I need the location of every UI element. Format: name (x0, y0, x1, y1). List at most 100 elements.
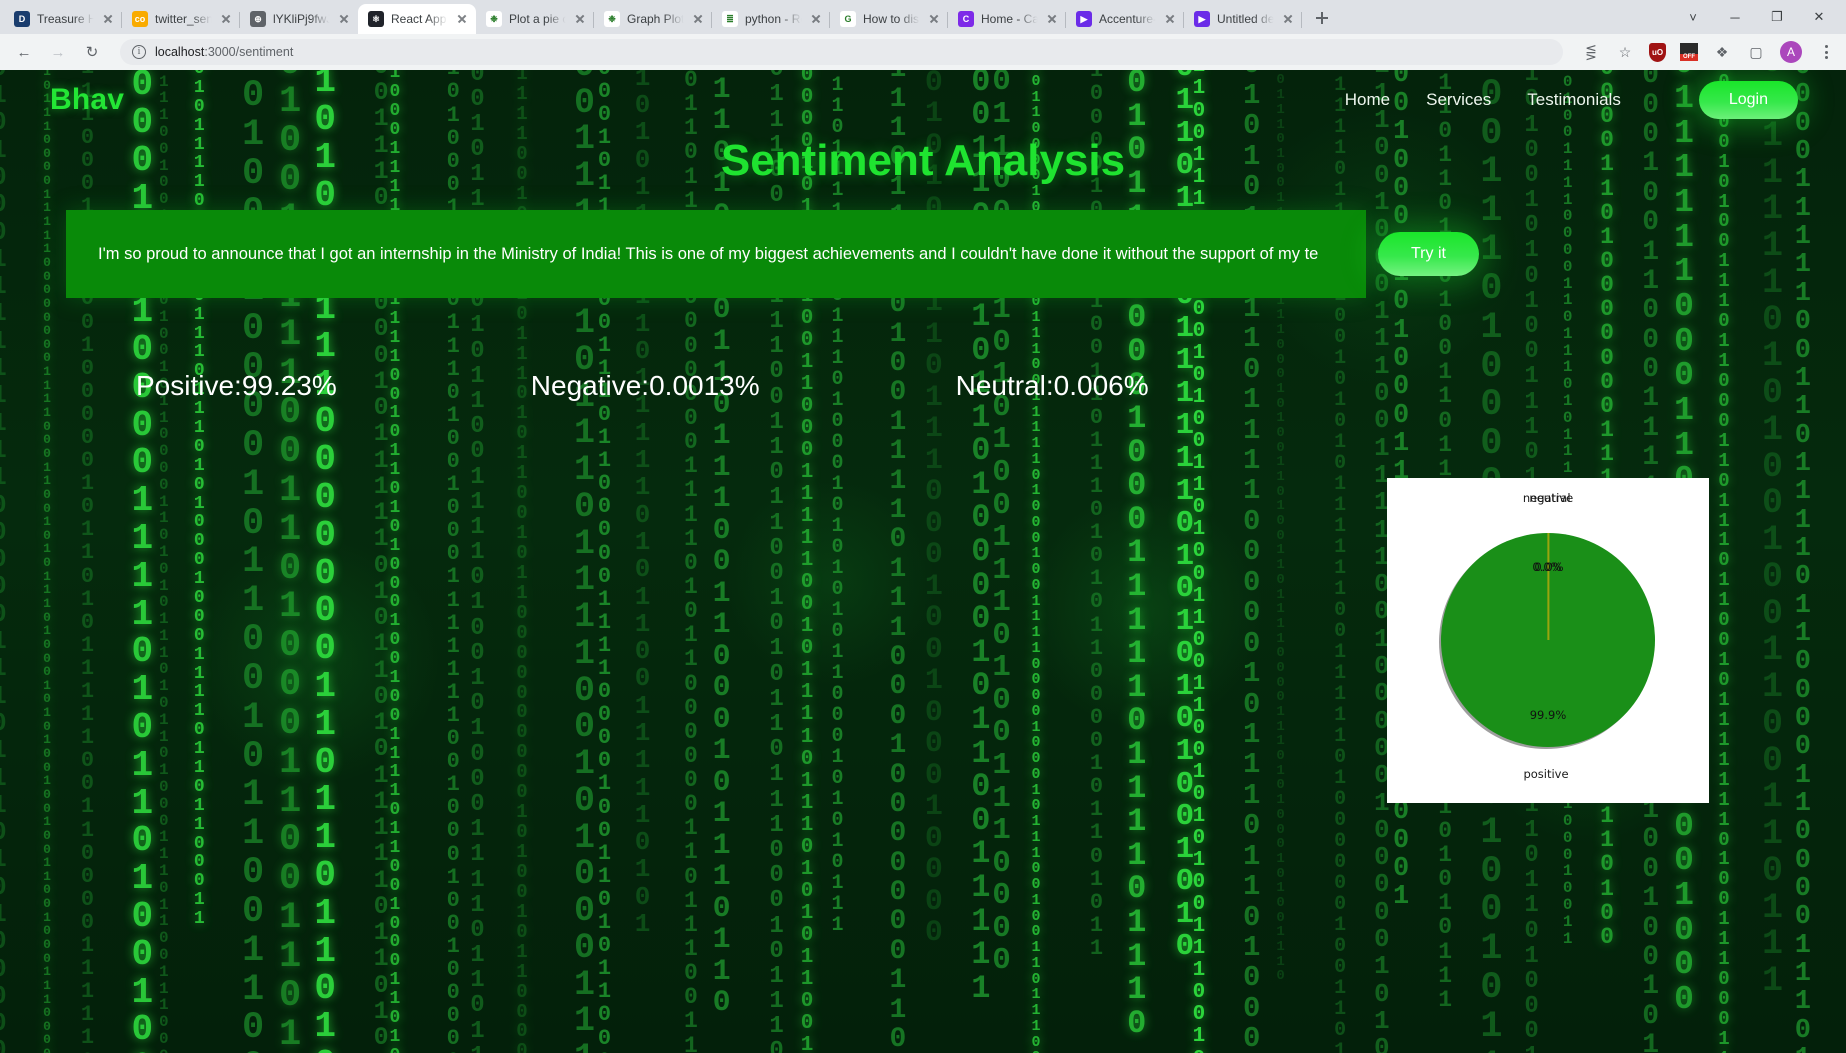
try-it-button[interactable]: Try it (1378, 232, 1479, 276)
matrix-column: 1 0 0 1 0 1 1 0 1 1 1 1 1 0 1 0 0 0 0 1 … (1089, 70, 1104, 961)
browser-tab[interactable]: ❉ Plot a pie ch (476, 4, 594, 34)
tab-close-icon[interactable] (690, 11, 706, 27)
matrix-column: 0 1 0 1 1 1 0 0 0 1 0 1 1 0 0 0 0 0 1 1 … (597, 70, 612, 1053)
matrix-column: 0 1 1 0 0 0 1 0 0 1 1 1 1 0 0 1 0 1 1 1 … (516, 70, 528, 1053)
tab-search-chevron-icon[interactable]: ˅ (1689, 9, 1697, 25)
url-text: localhost:3000/sentiment (155, 45, 293, 59)
browser-tab[interactable]: ▶ Accenture-V (1066, 4, 1184, 34)
maximize-restore-button[interactable]: ❐ (1771, 9, 1783, 24)
matrix-column: 1 1 0 0 0 0 1 0 1 1 0 0 1 0 0 1 1 0 0 0 … (800, 70, 814, 1053)
browser-tab[interactable]: ⊕ lYKliPj9fwJ( (240, 4, 358, 34)
video-icon: ▶ (1076, 11, 1092, 27)
browser-toolbar: ← → ↻ i localhost:3000/sentiment ⋚ ☆ uO … (0, 34, 1846, 70)
new-tab-button[interactable] (1308, 4, 1336, 32)
forward-icon[interactable]: → (50, 43, 66, 61)
sentiment-results: Positive:99.23% Negative:0.0013% Neutral… (0, 370, 1846, 402)
tab-close-icon[interactable] (808, 11, 824, 27)
pie-label-neutral: neutral (1529, 491, 1570, 505)
tab-title: Treasure Ha (37, 12, 96, 26)
matrix-column: 1 0 0 1 0 0 0 1 1 1 1 0 1 0 1 0 1 0 1 1 … (924, 70, 943, 950)
tab-close-icon[interactable] (926, 11, 942, 27)
browser-tab[interactable]: ▶ Untitled des (1184, 4, 1302, 34)
matplotlib-icon: ❉ (486, 11, 502, 27)
stackoverflow-icon: ≣ (722, 11, 738, 27)
extension-off-icon[interactable]: OFF (1680, 43, 1698, 61)
tab-title: python - Rea (745, 12, 804, 26)
tab-close-icon[interactable] (572, 11, 588, 27)
page-title: Sentiment Analysis (720, 136, 1126, 185)
matrix-column: 0 0 0 1 0 1 1 0 0 1 0 0 1 1 1 0 1 0 0 1 … (193, 70, 205, 930)
browser-tab[interactable]: D Treasure Ha (4, 4, 122, 34)
tab-title: Graph Plotti (627, 12, 686, 26)
canva-icon: C (958, 11, 974, 27)
brand-logo[interactable]: Bhav (50, 83, 125, 116)
tab-title: twitter_sent (155, 12, 214, 26)
pie-pct-neutral: 0.0% (1534, 560, 1563, 574)
tab-title: lYKliPj9fwJ( (273, 12, 332, 26)
minimize-button[interactable]: ─ (1730, 9, 1740, 25)
share-icon[interactable]: ⋚ (1585, 43, 1597, 60)
pie-label-negative: negative (1523, 491, 1573, 505)
nav-link-services[interactable]: Services (1426, 90, 1492, 109)
tab-close-icon[interactable] (218, 11, 234, 27)
result-negative: Negative:0.0013% (530, 370, 760, 401)
pie-label-positive: positive (1523, 767, 1568, 781)
tab-close-icon[interactable] (1162, 11, 1178, 27)
url-host: localhost (155, 45, 205, 59)
analysis-input-row: Try it (0, 210, 1846, 298)
nav-links: Home Services Testimonials Login (1345, 81, 1798, 119)
tab-title: Plot a pie ch (509, 12, 568, 26)
browser-tab[interactable]: co twitter_sent (122, 4, 240, 34)
nav-link-home[interactable]: Home (1344, 90, 1391, 109)
side-panel-icon[interactable]: ▢ (1749, 43, 1763, 60)
matrix-column: 1 0 0 0 0 1 1 1 1 1 1 0 1 0 0 0 0 1 1 0 … (712, 70, 731, 1020)
reload-icon[interactable]: ↻ (85, 44, 99, 61)
result-positive: Positive:99.23% (136, 370, 337, 401)
tab-close-icon[interactable] (1280, 11, 1296, 27)
ublock-origin-extension-icon[interactable]: uO (1649, 42, 1666, 62)
pie-pct-negative: 0.0% (1532, 560, 1561, 574)
matrix-column: 1 1 1 1 1 0 0 1 0 0 1 1 0 0 0 0 1 0 0 1 … (158, 70, 169, 1053)
browser-tab[interactable]: ⚛ React App (358, 4, 476, 34)
tab-title: Accenture-V (1099, 12, 1158, 26)
dictionary-icon: D (14, 11, 30, 27)
tab-title: Home - Canv (981, 12, 1040, 26)
tab-title: React App (391, 12, 447, 26)
login-button[interactable]: Login (1698, 81, 1798, 119)
tab-close-icon[interactable] (454, 11, 470, 27)
tab-close-icon[interactable] (336, 11, 352, 27)
matrix-column: 1 0 1 1 1 0 0 1 1 1 1 1 0 1 1 0 0 1 1 0 … (1334, 70, 1347, 1053)
matrix-column: 1 0 1 1 1 0 0 0 0 1 1 1 1 1 0 0 0 0 0 0 … (43, 70, 51, 1053)
geeksforgeeks-icon: G (840, 11, 856, 27)
address-bar[interactable]: i localhost:3000/sentiment (120, 39, 1563, 65)
matrix-column: 0 1 0 1 1 0 1 1 1 1 1 0 1 1 1 0 0 1 0 0 … (889, 70, 907, 1053)
tab-close-icon[interactable] (100, 11, 116, 27)
tab-close-icon[interactable] (1044, 11, 1060, 27)
site-info-icon[interactable]: i (132, 45, 146, 59)
close-window-button[interactable]: ✕ (1813, 9, 1825, 24)
matrix-column: 0 0 0 0 0 0 1 1 0 0 0 0 1 0 1 0 0 1 0 0 … (1031, 70, 1041, 1053)
matrix-column: 0 0 1 1 1 1 0 0 0 0 0 0 1 1 1 1 0 1 1 0 … (1276, 70, 1285, 985)
chrome-menu-kebab-icon[interactable] (1816, 42, 1836, 62)
tab-title: How to disp (863, 12, 922, 26)
browser-tab[interactable]: G How to disp (830, 4, 948, 34)
browser-tab[interactable]: C Home - Canv (948, 4, 1066, 34)
url-path: :3000/sentiment (204, 45, 294, 59)
result-neutral: Neutral:0.006% (955, 370, 1149, 401)
matplotlib-icon: ❉ (604, 11, 620, 27)
back-icon[interactable]: ← (16, 43, 32, 61)
sentiment-text-input[interactable] (66, 210, 1366, 298)
matrix-column: 1 0 0 1 1 1 1 0 0 1 1 0 0 1 0 1 0 1 1 0 … (634, 70, 651, 940)
browser-tab[interactable]: ❉ Graph Plotti (594, 4, 712, 34)
video-icon: ▶ (1194, 11, 1210, 27)
browser-tab[interactable]: ≣ python - Rea (712, 4, 830, 34)
extensions-puzzle-icon[interactable]: ❖ (1715, 43, 1729, 60)
profile-avatar[interactable]: A (1780, 41, 1802, 63)
pie-pct-positive: 99.9% (1530, 708, 1567, 722)
bookmark-star-icon[interactable]: ☆ (1618, 43, 1632, 60)
matrix-column: 1 0 1 1 0 0 0 1 0 1 0 0 0 1 1 1 1 1 1 1 … (0, 70, 7, 1053)
matrix-column: 1 0 0 1 1 0 0 0 1 1 1 1 1 0 0 1 0 1 1 0 … (831, 70, 844, 937)
nav-link-testimonials[interactable]: Testimonials (1527, 90, 1621, 109)
site-navbar: Bhav Home Services Testimonials Login (0, 70, 1846, 130)
